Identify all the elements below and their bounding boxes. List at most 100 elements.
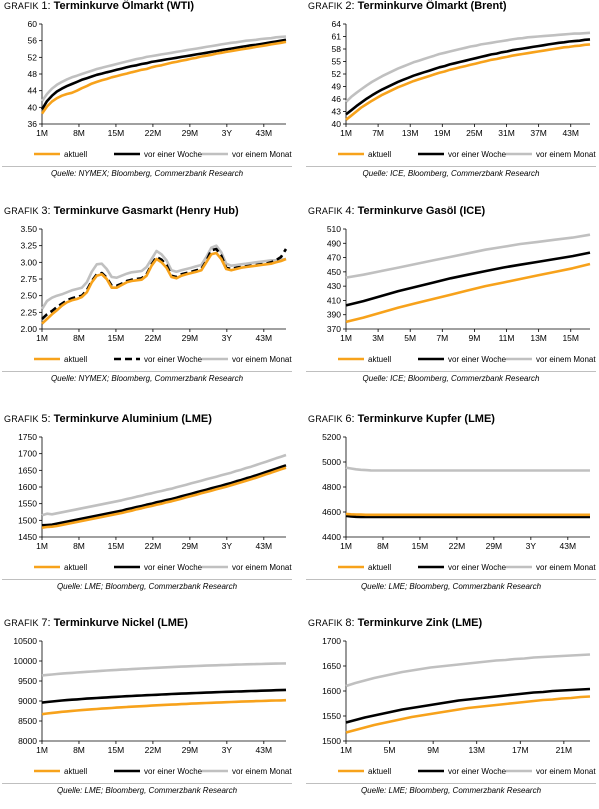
- x-tick-label: 15M: [108, 745, 125, 755]
- x-tick-label: 8M: [73, 745, 85, 755]
- x-tick-label: 7M: [436, 333, 448, 343]
- x-tick-label: 22M: [145, 745, 162, 755]
- legend-label: aktuell: [368, 767, 391, 776]
- legend-label: vor einer Woche: [144, 563, 203, 572]
- series-line-aktuell: [41, 251, 287, 325]
- x-tick-label: 1M: [36, 541, 48, 551]
- chart-source: Quelle: LME; Bloomberg, Commerzbank Rese…: [360, 786, 542, 795]
- y-tick-label: 1750: [18, 432, 37, 442]
- chart-title-text: Terminkurve Ölmarkt (Brent): [357, 0, 507, 12]
- divider: [2, 166, 292, 167]
- y-tick-label: 2.75: [20, 274, 37, 284]
- legend-label: vor einem Monat: [536, 767, 596, 776]
- y-tick-label: 1450: [18, 532, 37, 542]
- x-tick-label: 31M: [498, 128, 515, 138]
- x-tick-label: 29M: [182, 128, 199, 138]
- chart-number: 1:: [41, 0, 54, 12]
- series-line-vor-einem-monat: [41, 662, 287, 677]
- y-tick-label: 1700: [322, 636, 341, 646]
- series-line-aktuell: [345, 262, 591, 324]
- series-line-vor-einer-woche: [41, 464, 287, 527]
- divider: [306, 371, 596, 372]
- x-tick-label: 37M: [530, 128, 547, 138]
- y-tick-label: 60: [28, 19, 38, 29]
- legend-label: vor einem Monat: [536, 150, 596, 159]
- divider: [306, 783, 596, 784]
- y-tick-label: 52: [332, 69, 342, 79]
- y-tick-label: 49: [332, 82, 342, 92]
- series-line-aktuell: [345, 512, 590, 517]
- x-tick-label: 3Y: [526, 541, 537, 551]
- chart-source: Quelle: LME; Bloomberg, Commerzbank Rese…: [56, 786, 238, 795]
- chart-panel-kupfer: GRAFIK 6: Terminkurve Kupfer (LME) 4400 46…: [306, 413, 596, 603]
- y-tick-label: 10500: [13, 636, 37, 646]
- legend-label: aktuell: [64, 563, 87, 572]
- chart-title: GRAFIK 4: Terminkurve Gasöl (ICE): [308, 205, 485, 217]
- x-tick-label: 15M: [562, 333, 579, 343]
- legend-label: aktuell: [64, 355, 87, 364]
- y-tick-label: 40: [332, 119, 342, 129]
- y-tick-label: 56: [28, 36, 38, 46]
- x-tick-label: 13M: [468, 745, 485, 755]
- y-tick-label: 46: [332, 94, 342, 104]
- y-tick-label: 9500: [18, 676, 37, 686]
- chart-title: GRAFIK 7: Terminkurve Nickel (LME): [4, 617, 188, 629]
- series-line-vor-einem-monat: [345, 466, 590, 472]
- x-tick-label: 3Y: [222, 541, 233, 551]
- chart-title-text: Terminkurve Ölmarkt (WTI): [53, 0, 195, 12]
- series-line-vor-einem-monat: [41, 453, 287, 517]
- x-tick-label: 9M: [469, 333, 481, 343]
- legend-label: vor einem Monat: [232, 150, 292, 159]
- x-tick-label: 5M: [404, 333, 416, 343]
- x-tick-label: 43M: [256, 541, 273, 551]
- x-tick-label: 15M: [108, 541, 125, 551]
- y-tick-label: 1600: [18, 482, 37, 492]
- legend-label: aktuell: [368, 563, 391, 572]
- chart-panel-gasoel: GRAFIK 4: Terminkurve Gasöl (ICE) 370 390 4…: [306, 205, 596, 395]
- series-line-aktuell: [345, 695, 591, 734]
- legend-label: aktuell: [64, 150, 87, 159]
- legend-label: vor einer Woche: [448, 563, 507, 572]
- y-tick-label: 5200: [322, 432, 341, 442]
- x-tick-label: 29M: [486, 541, 503, 551]
- legend-label: vor einem Monat: [536, 355, 596, 364]
- y-tick-label: 2.25: [20, 307, 37, 317]
- y-tick-label: 1500: [18, 515, 37, 525]
- legend-label: vor einem Monat: [232, 355, 292, 364]
- chart-number: 2:: [345, 0, 358, 12]
- y-tick-label: 410: [327, 295, 341, 305]
- chart-svg: 36 40 44 48 52 56 60 1M 8M 15M 22M 29M 3Y 43M aktuell v…: [28, 19, 293, 159]
- divider: [2, 579, 292, 580]
- y-tick-label: 1500: [322, 736, 341, 746]
- chart-panel-nickel: GRAFIK 7: Terminkurve Nickel (LME) 8000 85…: [2, 617, 292, 807]
- y-tick-label: 3.50: [20, 224, 37, 234]
- legend-label: vor einer Woche: [448, 150, 507, 159]
- x-tick-label: 8M: [73, 541, 85, 551]
- chart-number: 5:: [41, 413, 54, 425]
- chart-panel-brent: GRAFIK 2: Terminkurve Ölmarkt (Brent) 40 4…: [306, 0, 596, 190]
- legend-label: vor einer Woche: [448, 767, 507, 776]
- series-line-vor-einem-monat: [345, 233, 591, 279]
- y-tick-label: 1650: [18, 465, 37, 475]
- chart-svg: 40 43 46 49 52 55 58 61 64 1M 7M 13M 19M 25M 31M 37M 43M…: [332, 19, 597, 159]
- x-tick-label: 43M: [256, 128, 273, 138]
- series-line-vor-einer-woche: [345, 38, 591, 116]
- y-tick-label: 58: [332, 44, 342, 54]
- legend-label: vor einem Monat: [232, 767, 292, 776]
- chart-title-text: Terminkurve Zink (LME): [357, 617, 483, 629]
- chart-prefix: GRAFIK: [4, 414, 42, 424]
- y-tick-label: 390: [327, 310, 341, 320]
- y-tick-label: 36: [28, 119, 38, 129]
- divider: [306, 579, 596, 580]
- legend-label: vor einer Woche: [144, 355, 203, 364]
- legend-label: vor einer Woche: [144, 767, 203, 776]
- y-tick-label: 48: [28, 69, 38, 79]
- y-tick-label: 9000: [18, 696, 37, 706]
- y-tick-label: 510: [327, 224, 341, 234]
- y-tick-label: 64: [332, 19, 342, 29]
- x-tick-label: 43M: [562, 128, 579, 138]
- chart-title-text: Terminkurve Gasöl (ICE): [357, 205, 486, 217]
- chart-title-text: Terminkurve Aluminium (LME): [53, 413, 212, 425]
- y-tick-label: 8000: [18, 736, 37, 746]
- y-tick-label: 450: [327, 267, 341, 277]
